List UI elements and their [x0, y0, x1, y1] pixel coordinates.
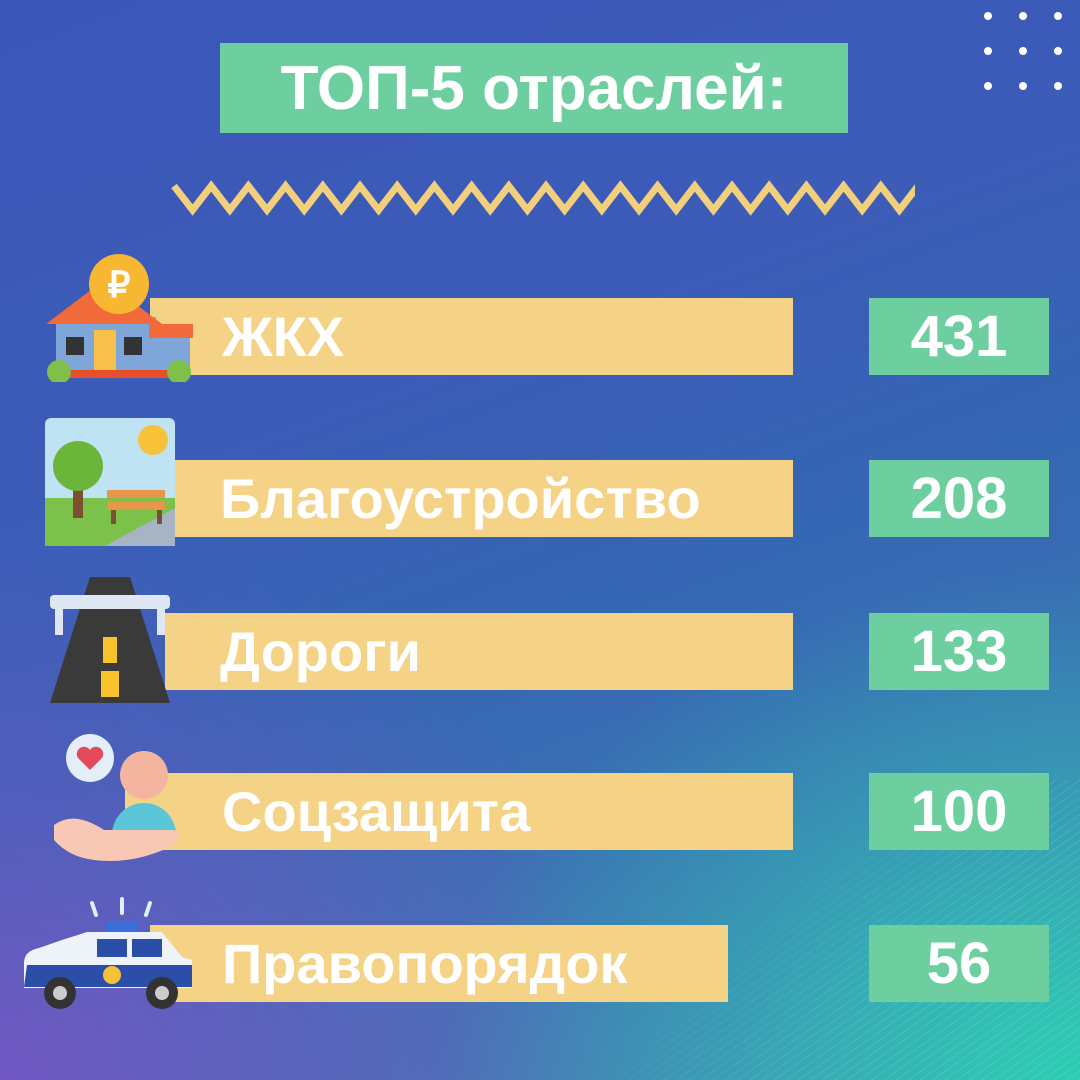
- police-car-icon: [24, 897, 192, 1009]
- industry-bar-improvement: Благоустройство: [165, 460, 793, 537]
- page-title: ТОП-5 отраслей:: [220, 43, 848, 133]
- industry-bar-zhkh: ЖКХ: [150, 298, 793, 375]
- industry-label: ЖКХ: [222, 305, 345, 368]
- industry-value: 431: [869, 298, 1049, 375]
- industry-value: 208: [869, 460, 1049, 537]
- road-icon: [50, 577, 170, 703]
- dots-decoration: [984, 12, 1062, 90]
- industry-label: Правопорядок: [222, 932, 628, 995]
- industry-value: 100: [869, 773, 1049, 850]
- industry-label: Соцзащита: [222, 780, 531, 843]
- house-ruble-icon: ₽: [46, 254, 193, 382]
- industry-label: Дороги: [220, 620, 421, 683]
- park-bench-icon: [45, 418, 175, 546]
- industry-bar-social: Соцзащита: [125, 773, 793, 850]
- industry-label: Благоустройство: [220, 467, 701, 530]
- svg-text:₽: ₽: [108, 264, 131, 305]
- industry-bar-roads: Дороги: [165, 613, 793, 690]
- industry-value: 56: [869, 925, 1049, 1002]
- industry-value: 133: [869, 613, 1049, 690]
- industry-bar-law-order: Правопорядок: [150, 925, 728, 1002]
- social-care-icon: [54, 734, 179, 861]
- zigzag-divider: [171, 180, 915, 216]
